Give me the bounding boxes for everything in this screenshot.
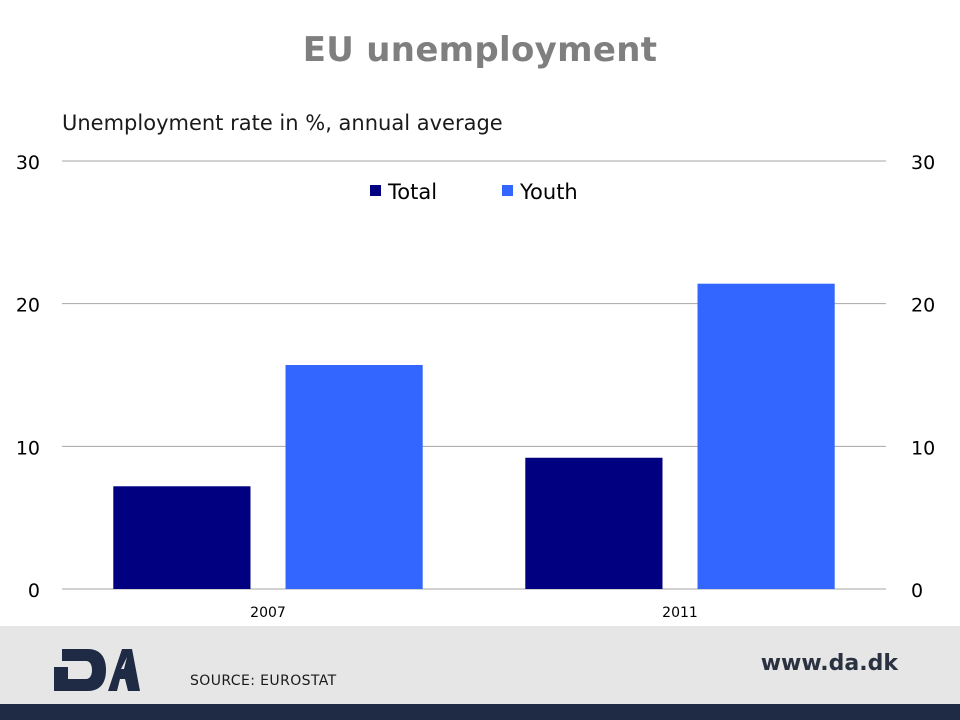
y-tick-label-right: 10 — [911, 437, 935, 459]
slide-title: EU unemployment — [302, 30, 658, 70]
da-logo — [54, 649, 140, 691]
bar-chart: 0 0 10 10 20 20 30 30 2007 2011 Total Youth — [16, 152, 935, 621]
bar-total-2011 — [525, 457, 663, 589]
y-tick-label-left: 20 — [16, 295, 40, 317]
footer-band — [0, 704, 960, 720]
legend-label-youth: Youth — [519, 180, 578, 204]
bar-youth-2011 — [697, 283, 835, 589]
y-tick-label-right: 0 — [911, 580, 923, 602]
source-note: SOURCE: EUROSTAT — [190, 673, 337, 689]
website-link[interactable]: www.da.dk — [760, 651, 898, 676]
y-tick-label-left: 10 — [16, 437, 40, 459]
x-tick-label: 2007 — [250, 605, 286, 621]
chart-subtitle: Unemployment rate in %, annual average — [62, 111, 503, 135]
bar-youth-2007 — [285, 365, 423, 589]
bar-total-2007 — [113, 486, 251, 589]
legend-label-total: Total — [387, 180, 437, 204]
legend-swatch-youth — [502, 185, 513, 196]
y-tick-label-left: 0 — [28, 580, 40, 602]
y-tick-label-right: 20 — [911, 295, 935, 317]
y-tick-label-left: 30 — [16, 152, 40, 174]
y-tick-label-right: 30 — [911, 152, 935, 174]
x-tick-label: 2011 — [662, 605, 698, 621]
legend-swatch-total — [370, 185, 381, 196]
